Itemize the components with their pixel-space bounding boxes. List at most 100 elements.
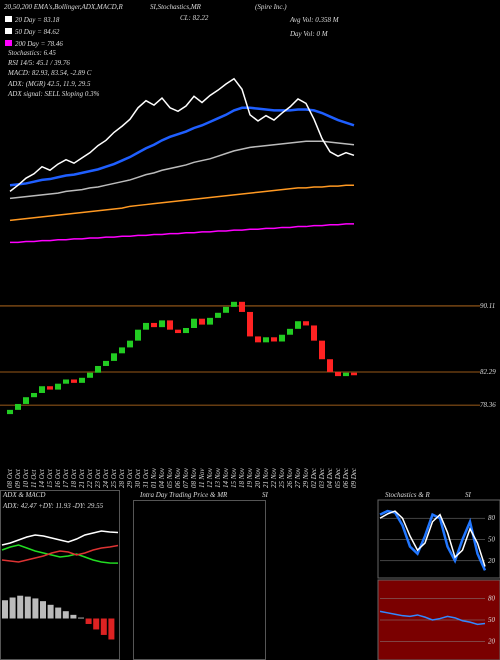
candle	[247, 311, 253, 337]
x-tick-label: 09 Dec	[350, 467, 358, 488]
annotation: SI,Stochastics,MR	[150, 3, 202, 11]
candle	[175, 329, 181, 334]
candle	[271, 337, 277, 342]
y-tick-label: 50	[488, 616, 496, 624]
indicator-line	[379, 610, 486, 626]
x-tick-label: 08 Nov	[190, 467, 198, 488]
indicator-line	[1, 530, 119, 546]
y-tick-label: 20	[488, 557, 496, 565]
x-tick-label: 19 Nov	[246, 467, 254, 488]
x-tick-label: 24 Oct	[102, 468, 110, 488]
x-tick-label: 20 Nov	[254, 467, 262, 488]
candle	[231, 301, 237, 307]
legend-swatch	[5, 40, 12, 46]
candle	[311, 325, 317, 341]
x-tick-label: 16 Oct	[54, 468, 62, 488]
panel-title: SI	[465, 491, 472, 499]
annotation: Avg Vol: 0.358 M	[289, 16, 340, 24]
x-tick-label: 22 Nov	[270, 467, 278, 488]
candle	[103, 360, 109, 366]
candle	[207, 317, 213, 325]
macd-bar	[32, 598, 39, 619]
x-tick-label: 15 Oct	[46, 468, 54, 488]
x-tick-label: 29 Nov	[302, 467, 310, 488]
x-tick-label: 11 Oct	[30, 469, 38, 488]
annotation: Day Vol: 0 M	[289, 30, 329, 38]
candle	[239, 301, 245, 312]
candle	[167, 320, 173, 330]
legend-label: 200 Day = 78.46	[15, 40, 63, 48]
x-tick-label: 02 Dec	[310, 467, 318, 488]
y-tick-label: 20	[488, 638, 496, 646]
y-tick-label: 80	[488, 594, 496, 602]
legend-label: 50 Day = 84.62	[15, 28, 60, 36]
x-tick-label: 28 Oct	[118, 468, 126, 488]
candle	[79, 377, 85, 383]
candle	[127, 340, 133, 348]
candle	[135, 329, 141, 341]
indicator-line	[379, 509, 487, 571]
legend-swatch	[5, 28, 12, 34]
macd-bar	[9, 597, 16, 619]
x-tick-label: 18 Oct	[70, 468, 78, 488]
x-tick-label: 25 Nov	[278, 467, 286, 488]
x-tick-label: 05 Dec	[334, 467, 342, 488]
x-tick-label: 01 Nov	[150, 467, 158, 488]
macd-bar	[108, 618, 115, 640]
panel-frame	[377, 499, 500, 579]
candle	[287, 328, 293, 335]
annotation: (Spire Inc.)	[255, 3, 287, 11]
panel-title: Intra Day Trading Price & MR	[139, 491, 228, 499]
x-tick-label: 25 Oct	[110, 468, 118, 488]
indicator-line	[1, 544, 119, 563]
level-label: 78.36	[480, 401, 496, 409]
indicator-line	[379, 510, 486, 567]
macd-bar	[100, 618, 107, 635]
candle	[111, 353, 117, 361]
x-tick-label: 14 Oct	[38, 468, 46, 488]
candle	[335, 371, 341, 377]
candle	[319, 340, 325, 360]
macd-bar	[2, 600, 8, 619]
x-tick-label: 31 Oct	[142, 468, 150, 489]
x-tick-label: 08 Oct	[6, 468, 14, 488]
x-tick-label: 29 Oct	[126, 468, 134, 488]
ema-line	[9, 140, 355, 200]
candle	[7, 409, 13, 415]
macd-bar	[70, 614, 77, 619]
x-tick-label: 15 Nov	[230, 467, 238, 488]
candle	[151, 322, 157, 328]
macd-bar	[17, 595, 24, 619]
x-tick-label: 07 Nov	[182, 467, 190, 488]
annotation: Stochastics: 6.45	[8, 49, 56, 57]
candle	[87, 372, 93, 378]
x-tick-label: 14 Nov	[222, 467, 230, 488]
y-tick-label: 80	[488, 514, 496, 522]
candle	[71, 379, 77, 383]
candle	[39, 386, 45, 393]
panel-title: SI	[262, 491, 269, 499]
macd-bar	[85, 618, 92, 624]
x-tick-label: 17 Oct	[62, 468, 70, 488]
candle	[47, 386, 53, 390]
candle	[55, 383, 61, 390]
level-label: 90.11	[480, 302, 495, 310]
x-tick-label: 12 Nov	[206, 467, 214, 488]
candle	[15, 403, 21, 410]
candle	[191, 318, 197, 328]
x-tick-label: 04 Nov	[158, 467, 166, 488]
macd-bar	[62, 611, 69, 619]
x-tick-label: 10 Oct	[22, 468, 30, 488]
x-tick-label: 09 Oct	[14, 468, 22, 488]
x-tick-label: 22 Oct	[86, 468, 94, 488]
y-tick-label: 50	[488, 536, 496, 544]
macd-bar	[47, 604, 54, 619]
annotation: ADX signal: SELL Sloping 0.3%	[7, 90, 100, 98]
candle	[279, 334, 285, 342]
macd-bar	[55, 607, 62, 619]
x-tick-label: 13 Nov	[214, 467, 222, 488]
x-tick-label: 06 Dec	[342, 467, 350, 488]
macd-bar	[40, 601, 46, 619]
